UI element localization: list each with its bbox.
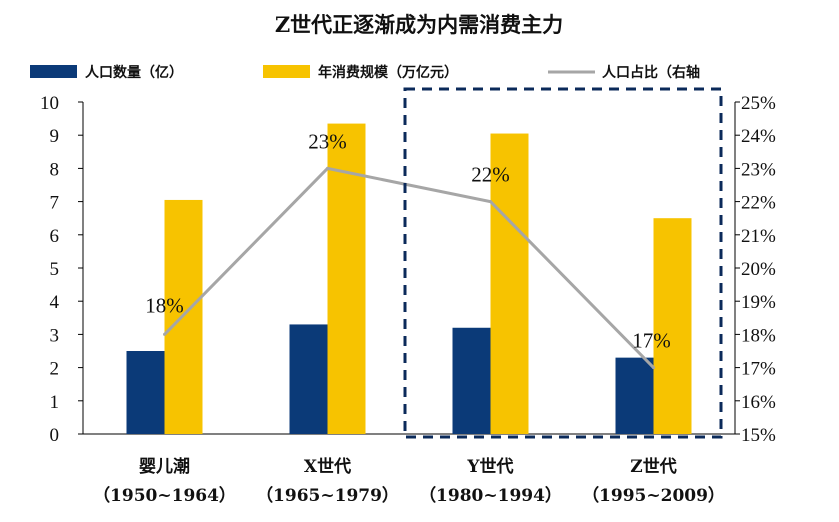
bar-consumption — [653, 218, 692, 434]
legend-label-share: 人口占比（右轴 — [602, 64, 700, 81]
legend: 人口数量（亿） 年消费规模（万亿元） 人口占比（右轴 — [30, 64, 700, 81]
left-tick-label: 5 — [50, 259, 60, 280]
left-tick-label: 1 — [50, 392, 60, 413]
share-data-label: 22% — [471, 163, 510, 187]
category-labels: 婴儿潮 （1950~1964） X世代 （1965~1979） Y世代 （1980~199… — [93, 456, 725, 506]
right-tick-label: 19% — [741, 292, 776, 313]
left-tick-label: 2 — [50, 359, 60, 380]
right-tick-label: 24% — [741, 126, 776, 147]
right-tick-label: 17% — [741, 359, 776, 380]
left-tick-label: 8 — [50, 159, 60, 180]
right-tick-label: 25% — [741, 93, 776, 114]
left-tick-label: 4 — [50, 292, 60, 313]
share-data-label: 18% — [145, 293, 184, 317]
category-years: （1965~1979） — [256, 485, 399, 506]
bar-population — [126, 351, 165, 434]
category-name: 婴儿潮 — [139, 456, 190, 477]
chart-title: Z世代正逐渐成为内需消费主力 — [275, 12, 563, 37]
left-tick-label: 3 — [50, 325, 60, 346]
share-point — [652, 366, 655, 370]
left-tick-label: 0 — [50, 425, 60, 446]
axes: 0 1 2 3 4 5 6 7 8 9 10 15% 16% 17% 18% 19% 20% 21% 22% 23% 2… — [40, 93, 776, 446]
left-tick-label: 7 — [50, 193, 60, 214]
bars — [126, 123, 692, 435]
right-tick-label: 21% — [741, 226, 776, 247]
category-years: （1950~1964） — [93, 485, 236, 506]
right-tick-label: 16% — [741, 392, 776, 413]
legend-swatch-population — [30, 65, 77, 78]
bar-population — [289, 324, 328, 434]
share-point — [163, 332, 166, 336]
share-point — [326, 166, 329, 170]
legend-label-consumption: 年消费规模（万亿元） — [318, 64, 458, 81]
left-tick-label: 9 — [50, 126, 60, 147]
left-tick-label: 6 — [50, 226, 60, 247]
right-tick-label: 20% — [741, 259, 776, 280]
right-tick-label: 15% — [741, 425, 776, 446]
category-name: X世代 — [304, 456, 351, 477]
share-data-label: 17% — [632, 329, 671, 353]
legend-label-population: 人口数量（亿） — [85, 64, 183, 81]
right-tick-label: 18% — [741, 325, 776, 346]
right-tick-label: 22% — [741, 193, 776, 214]
bar-population — [615, 357, 654, 434]
legend-swatch-consumption — [263, 65, 310, 78]
category-name: Y世代 — [466, 456, 513, 477]
share-line-path — [163, 166, 655, 369]
bar-population — [452, 327, 491, 434]
category-years: （1995~2009） — [582, 485, 725, 506]
highlight-box — [403, 87, 723, 439]
category-name: Z世代 — [630, 456, 676, 477]
category-years: （1980~1994） — [419, 485, 562, 506]
right-tick-label: 23% — [741, 159, 776, 180]
share-line — [163, 166, 655, 370]
left-tick-label: 10 — [40, 93, 59, 114]
share-data-label: 23% — [308, 129, 347, 153]
data-labels: 18% 23% 22% 17% — [145, 129, 671, 352]
share-point — [489, 200, 492, 204]
bar-consumption — [490, 133, 529, 435]
